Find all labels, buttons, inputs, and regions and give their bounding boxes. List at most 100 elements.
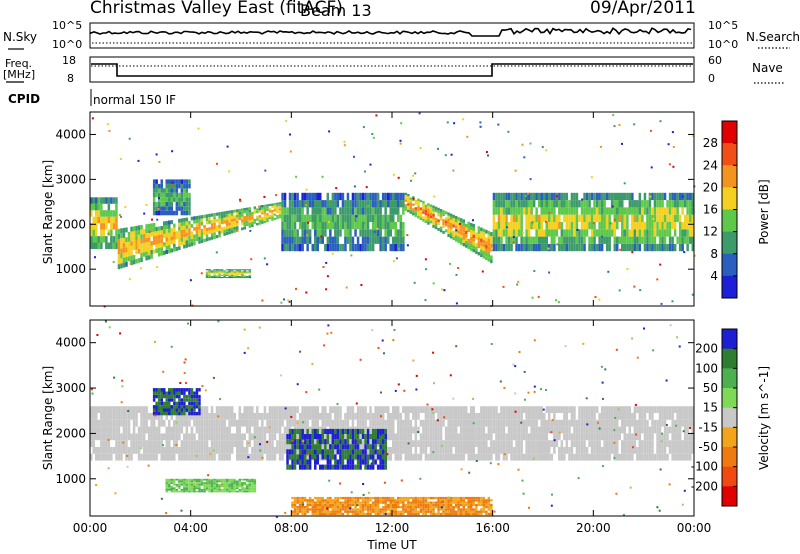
heatmap-cell bbox=[399, 192, 403, 201]
heatmap-cell bbox=[233, 218, 236, 222]
heatmap-cell bbox=[636, 433, 639, 441]
heatmap-cell bbox=[233, 269, 236, 271]
heatmap-cell bbox=[331, 214, 335, 222]
heatmap-cell bbox=[336, 510, 340, 513]
heatmap-cell bbox=[543, 207, 546, 215]
heatmap-cell bbox=[127, 433, 131, 441]
heatmap-cell bbox=[110, 406, 113, 413]
heatmap-cell bbox=[188, 490, 191, 493]
heatmap-cell bbox=[502, 192, 506, 201]
heatmap-cell bbox=[656, 207, 659, 215]
heatmap-cell bbox=[455, 302, 458, 305]
heatmap-cell bbox=[349, 406, 352, 413]
heatmap-cell bbox=[319, 236, 322, 244]
heatmap-cell bbox=[205, 480, 209, 483]
heatmap-cell bbox=[236, 226, 239, 229]
heatmap-cell bbox=[583, 214, 586, 222]
heatmap-cell bbox=[311, 454, 314, 460]
heatmap-cell bbox=[344, 464, 347, 470]
heatmap-cell bbox=[502, 433, 506, 441]
heatmap-cell bbox=[281, 419, 284, 427]
heatmap-cell bbox=[661, 440, 664, 447]
heatmap-cell bbox=[545, 406, 548, 413]
heatmap-cell bbox=[110, 433, 113, 441]
heatmap-cell bbox=[251, 483, 254, 486]
heatmap-cell bbox=[145, 413, 148, 420]
heatmap-cell bbox=[140, 440, 143, 447]
heatmap-cell bbox=[311, 413, 314, 420]
heatmap-cell bbox=[366, 496, 370, 500]
heatmap-cell bbox=[517, 419, 521, 427]
heatmap-cell bbox=[168, 487, 171, 489]
heatmap-cell bbox=[364, 200, 367, 208]
heatmap-cell bbox=[623, 413, 626, 420]
heatmap-cell bbox=[595, 229, 599, 237]
heatmap-cell bbox=[327, 221, 330, 224]
heatmap-cell bbox=[188, 391, 191, 395]
heatmap-cell bbox=[157, 201, 161, 207]
heatmap-cell bbox=[344, 428, 347, 434]
heatmap-cell bbox=[379, 512, 382, 516]
heatmap-cell bbox=[220, 211, 224, 215]
heatmap-cell bbox=[598, 453, 601, 461]
heatmap-cell bbox=[298, 454, 302, 460]
heatmap-cell bbox=[661, 406, 664, 413]
heatmap-cell bbox=[392, 426, 395, 434]
colorbar-swatch bbox=[722, 143, 737, 166]
heatmap-cell bbox=[437, 210, 440, 214]
heatmap-cell bbox=[215, 413, 219, 420]
heatmap-cell bbox=[454, 433, 458, 441]
heatmap-cell bbox=[185, 206, 189, 211]
power-colorbar-label: Power [dB] bbox=[757, 179, 771, 244]
heatmap-cell bbox=[170, 183, 173, 189]
heatmap-cell bbox=[331, 508, 335, 511]
heatmap-cell bbox=[165, 413, 168, 420]
heatmap-cell bbox=[475, 232, 478, 236]
heatmap-cell bbox=[472, 241, 475, 246]
heatmap-cell bbox=[228, 480, 231, 483]
heatmap-cell bbox=[334, 192, 337, 201]
heatmap-cell bbox=[173, 394, 176, 399]
heatmap-cell bbox=[205, 489, 209, 491]
heatmap-cell bbox=[145, 406, 148, 413]
heatmap-cell bbox=[168, 408, 171, 412]
heatmap-cell bbox=[366, 501, 370, 504]
heatmap-cell bbox=[532, 214, 536, 222]
heatmap-cell bbox=[607, 270, 610, 273]
heatmap-cell bbox=[147, 228, 151, 233]
heatmap-cell bbox=[381, 444, 385, 450]
heatmap-cell bbox=[517, 222, 521, 230]
heatmap-cell bbox=[351, 512, 355, 516]
heatmap-cell bbox=[565, 200, 569, 208]
heatmap-cell bbox=[429, 447, 433, 454]
heatmap-cell bbox=[112, 216, 116, 224]
heatmap-cell bbox=[585, 419, 589, 427]
heatmap-cell bbox=[505, 453, 508, 461]
heatmap-cell bbox=[399, 433, 403, 441]
heatmap-cell bbox=[112, 406, 116, 413]
heatmap-cell bbox=[180, 230, 184, 234]
heatmap-cell bbox=[210, 447, 214, 454]
heatmap-cell bbox=[223, 489, 226, 491]
heatmap-cell bbox=[180, 482, 184, 484]
heatmap-cell bbox=[122, 262, 126, 268]
heatmap-cell bbox=[429, 419, 433, 427]
heatmap-cell bbox=[568, 426, 571, 434]
heatmap-cell bbox=[301, 200, 304, 208]
heatmap-cell bbox=[324, 428, 327, 434]
heatmap-cell bbox=[397, 501, 400, 504]
heatmap-cell bbox=[351, 428, 355, 434]
heatmap-cell bbox=[253, 447, 257, 454]
heatmap-cell bbox=[110, 223, 113, 230]
heatmap-cell bbox=[376, 200, 380, 208]
heatmap-cell bbox=[308, 406, 312, 413]
heatmap-cell bbox=[621, 406, 624, 413]
heatmap-cell bbox=[92, 406, 95, 413]
heatmap-cell bbox=[394, 501, 397, 504]
heatmap-cell bbox=[160, 391, 163, 395]
heatmap-cell bbox=[369, 207, 372, 215]
heatmap-cell bbox=[517, 433, 521, 441]
heatmap-cell bbox=[570, 447, 574, 454]
heatmap-cell bbox=[241, 487, 244, 489]
heatmap-cell bbox=[374, 413, 377, 420]
